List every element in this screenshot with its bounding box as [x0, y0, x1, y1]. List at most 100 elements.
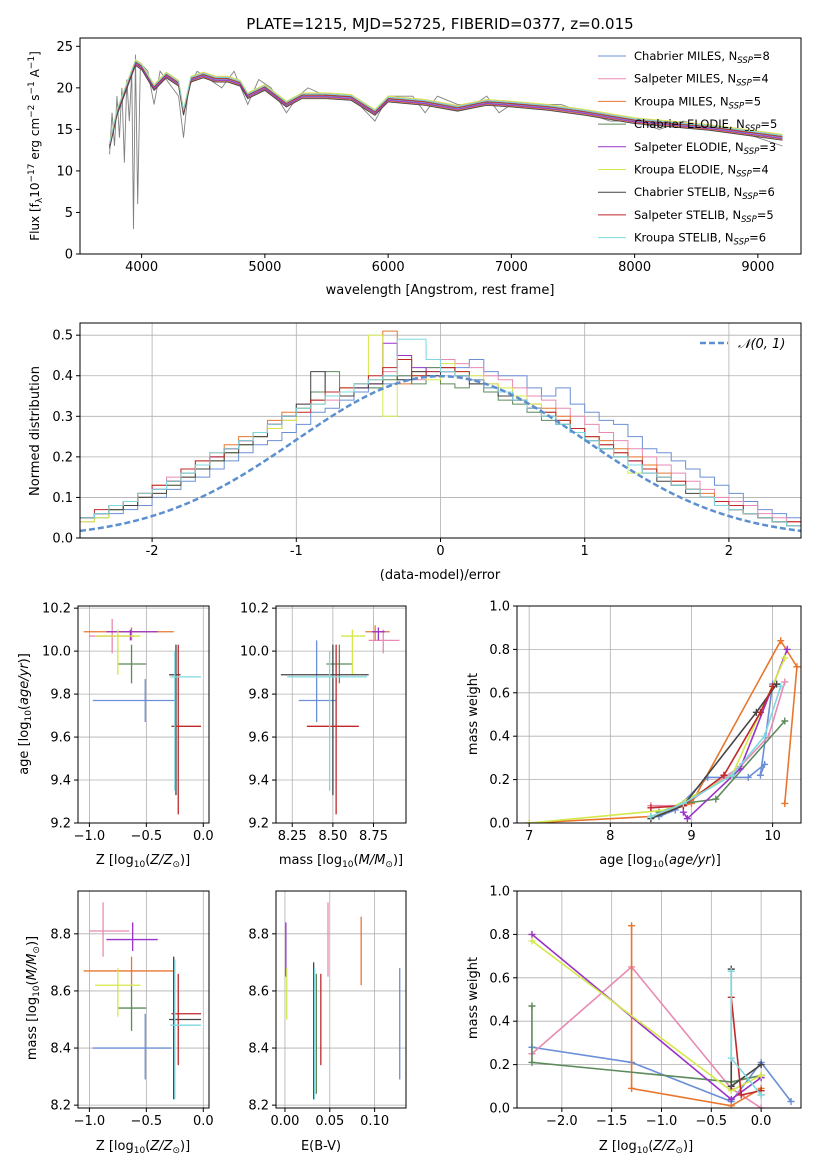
weight-marker [528, 1058, 536, 1066]
legend-count: =6 [749, 231, 766, 245]
x-tick-label: −0.5 [131, 829, 163, 844]
legend-count: =4 [752, 72, 769, 86]
spectrum-title: PLATE=1215, MJD=52725, FIBERID=0377, z=0… [246, 15, 633, 33]
x-tick-label: 8.50 [318, 829, 347, 844]
residuals-legend: 𝒩(0, 1) [700, 337, 785, 352]
legend-label: Chabrier MILES, NSSP=8 [634, 49, 770, 66]
age-vs-mass-panel: 8.25 8.50 8.75 9.2 9.4 9.6 9.8 10.0 10.2 [240, 602, 407, 844]
y-tick-label: 8.6 [50, 984, 71, 999]
y-tick-label: 9.2 [248, 817, 269, 832]
legend-count: =4 [752, 163, 769, 177]
weight-marker [679, 799, 687, 807]
legend-count: =8 [753, 49, 770, 63]
mass-vs-metallicity-panel: −1.0 −0.5 0.0 8.2 8.4 8.6 8.8 [50, 890, 214, 1129]
y-tick-label: 0.8 [489, 643, 510, 658]
x-tick-label: 9000 [741, 260, 774, 275]
x-tick-label: -1 [290, 544, 303, 559]
weight-marker [525, 819, 533, 823]
y-tick-label: 9.6 [248, 731, 269, 746]
legend-sub: SSP [734, 238, 750, 248]
legend-sub: SSP [736, 170, 752, 180]
y-tick-label: 8.4 [248, 1042, 269, 1057]
y-tick-label: 0.2 [489, 773, 510, 788]
y-tick-label: 9.8 [50, 688, 71, 703]
weight-marker [781, 654, 789, 662]
weight-marker [737, 1091, 745, 1099]
y-tick-label: 10.0 [42, 645, 71, 660]
y-tick-label: 8.8 [50, 927, 71, 942]
weight-vs-metallicity-panel: −2.0 −1.5 −1.0 −0.5 0.0 0.0 0.2 0.4 0.6 0.8 1.0 [489, 885, 802, 1129]
wz-ylabel: mass weight [466, 957, 481, 1039]
weight-marker [727, 1054, 735, 1062]
weight-marker [781, 678, 789, 686]
weight-marker [528, 930, 536, 938]
x-tick-label: 0 [436, 544, 444, 559]
weight-marker [777, 637, 785, 645]
weight-marker [528, 1002, 536, 1010]
y-tick-label: 25 [56, 40, 73, 55]
weight-line [531, 1006, 762, 1083]
x-tick-label: -2 [146, 544, 159, 559]
legend-count: =5 [744, 94, 761, 108]
weight-marker [781, 799, 789, 807]
y-tick-label: 0.6 [489, 971, 510, 986]
x-tick-label: 0.10 [360, 1114, 389, 1129]
weight-marker [744, 773, 752, 781]
x-tick-label: 7 [525, 829, 533, 844]
legend-label: Kroupa ELODIE, NSSP=4 [634, 163, 769, 180]
y-tick-label: 8.4 [50, 1042, 71, 1057]
legend-label: Chabrier ELODIE, NSSP=5 [634, 117, 777, 134]
y-tick-label: 0.6 [489, 686, 510, 701]
error-bars [285, 902, 401, 1100]
y-tick-label: 0.0 [489, 1102, 510, 1117]
y-tick-label: 0.5 [52, 329, 73, 344]
weight-marker [769, 682, 777, 690]
y-tick-label: 8.6 [248, 984, 269, 999]
y-tick-label: 9.4 [50, 774, 71, 789]
y-tick-label: 20 [56, 81, 73, 96]
x-tick-label: 8.75 [359, 829, 388, 844]
weight-marker [712, 795, 720, 803]
axes-frame [77, 605, 210, 824]
weight-marker [756, 771, 764, 779]
residuals-panel: -2 -1 0 1 2 0.0 0.1 0.2 0.3 0.4 0.5 (data-model)/e… [28, 322, 802, 583]
weight-line [682, 649, 788, 820]
x-tick-label: 2 [725, 544, 733, 559]
massz-xlabel: Z [log10(Z/Z⊙)] [96, 1139, 190, 1156]
model-spectrum-line [109, 58, 783, 143]
legend-count: =6 [758, 185, 775, 199]
legend-count: =5 [757, 208, 774, 222]
y-tick-label: 0 [65, 248, 73, 263]
residuals-plot-area [80, 330, 801, 533]
wz-xlabel: Z [log10(Z/Z⊙)] [599, 1139, 693, 1156]
legend-label: Kroupa STELIB, NSSP=6 [634, 231, 766, 248]
wage-xlabel: age [log10(age/yr)] [599, 853, 721, 870]
weight-marker [757, 1091, 765, 1099]
agem-xlabel: mass [log10(M/M⊙)] [279, 853, 403, 870]
y-tick-label: 15 [56, 123, 73, 138]
x-tick-label: 0.0 [751, 1114, 772, 1129]
y-tick-label: 10.2 [240, 602, 269, 617]
y-tick-label: 10.2 [42, 602, 71, 617]
gaussian-curve [80, 374, 801, 533]
weight-marker [760, 732, 768, 740]
y-tick-label: 0.4 [489, 730, 510, 745]
weight-line [529, 639, 798, 823]
axes-frame [516, 605, 802, 824]
error-bars [280, 625, 400, 815]
y-tick-label: 0.8 [489, 928, 510, 943]
weight-marker [787, 1097, 795, 1105]
y-tick-label: 10 [56, 164, 73, 179]
y-tick-label: 0.2 [52, 450, 73, 465]
gaussian-legend-label: 𝒩(0, 1) [738, 337, 785, 352]
legend-sub: SSP [729, 101, 745, 111]
legend-sub: SSP [744, 147, 760, 157]
weight-marker [727, 1102, 735, 1108]
x-tick-label: 8 [606, 829, 614, 844]
histogram-step [80, 338, 801, 527]
model-spectrum-line [109, 60, 783, 145]
spectrum-ticks: 4000 5000 6000 7000 8000 9000 0 5 10 15 20 25 [56, 40, 774, 275]
weight-marker [528, 937, 536, 945]
legend-sub: SSP [742, 192, 758, 202]
y-tick-label: 0.0 [489, 817, 510, 832]
